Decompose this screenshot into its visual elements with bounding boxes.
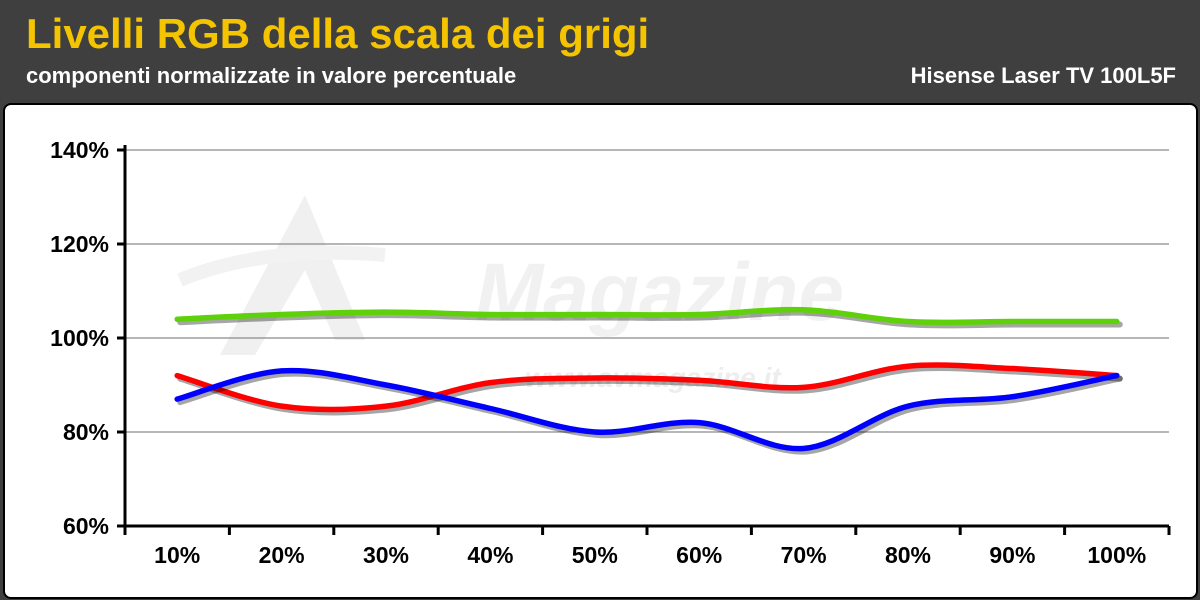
y-tick-label: 120% [50,231,109,257]
chart-series [174,306,1123,455]
x-tick-label: 100% [1087,542,1146,568]
x-tick-label: 60% [676,542,722,568]
x-tick-label: 50% [572,542,618,568]
series-line-shadow [177,309,1123,329]
y-tick-label: 80% [63,419,109,445]
y-tick-label: 100% [50,325,109,351]
chart-panel: Magazine www.avmagazine.it 60% 80% 100% 120… [3,103,1198,599]
y-tick-label: 60% [63,513,109,539]
chart-gridlines [125,149,1169,433]
x-tick-label: 40% [467,542,513,568]
watermark-triangle-icon [220,195,365,355]
x-axis-ticks: 10% 20% 30% 40% 50% 60% 70% 80% 90% 100% [123,526,1171,568]
chart-subtitle: componenti normalizzate in valore percen… [26,63,517,88]
series-line-2 [174,367,1120,452]
y-axis-ticks: 60% 80% 100% 120% 140% [50,137,125,539]
series-line-1 [174,362,1120,413]
x-tick-label: 20% [259,542,305,568]
x-tick-label: 10% [154,542,200,568]
series-line-0 [174,306,1120,326]
x-tick-label: 90% [989,542,1035,568]
header: Livelli RGB della scala dei grigi compon… [0,0,1200,100]
x-tick-label: 30% [363,542,409,568]
watermark-brand-text: Magazine [475,247,844,338]
watermark-logo: Magazine www.avmagazine.it [177,195,844,393]
series-line-shadow [177,365,1123,416]
x-tick-label: 70% [781,542,827,568]
y-tick-label: 140% [50,137,109,163]
line-chart: Magazine www.avmagazine.it 60% 80% 100% 120… [50,137,1171,568]
chart-title: Livelli RGB della scala dei grigi [26,10,650,57]
device-model-label: Hisense Laser TV 100L5F [910,63,1176,88]
x-tick-label: 80% [885,542,931,568]
watermark-swoosh-icon [177,245,386,287]
